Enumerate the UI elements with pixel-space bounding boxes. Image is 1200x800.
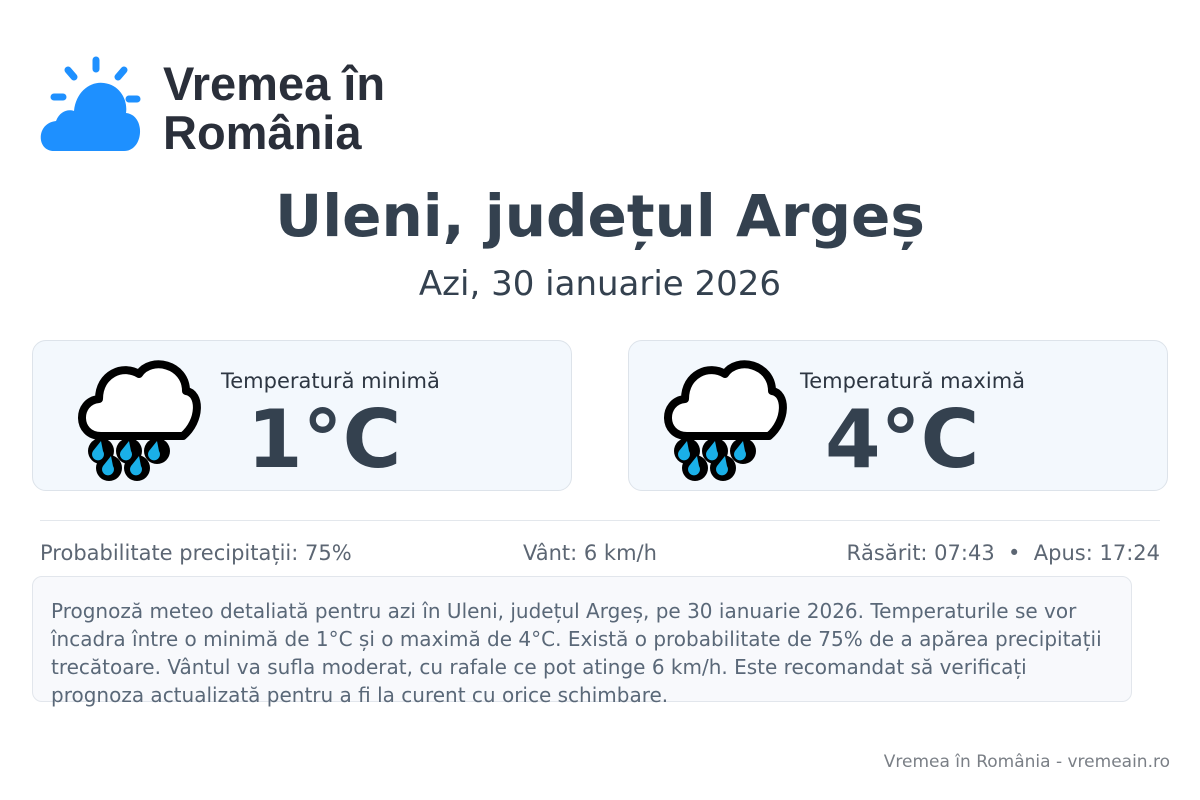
forecast-date: Azi, 30 ianuarie 2026 bbox=[418, 264, 782, 304]
forecast-description: Prognoză meteo detaliată pentru azi în U… bbox=[32, 576, 1132, 707]
rain-cloud-icon bbox=[71, 356, 201, 486]
precipitation-probability: Probabilitate precipitații: 75% bbox=[40, 541, 352, 565]
max-temperature-value: 4°C bbox=[825, 393, 980, 486]
footer-credit[interactable]: Vremea în România - vremeain.ro bbox=[883, 752, 1170, 772]
max-temperature-card: Temperatură maximă 4°C bbox=[628, 340, 1168, 491]
brand-name-line1: Vremea în bbox=[163, 57, 386, 110]
rain-cloud-icon bbox=[657, 356, 787, 486]
min-temperature-value: 1°C bbox=[247, 393, 402, 486]
page-title: Uleni, județul Argeș bbox=[275, 182, 925, 250]
divider bbox=[40, 520, 1160, 521]
min-temperature-card: Temperatură minimă 1°C bbox=[32, 340, 572, 491]
wind-speed: Vânt: 6 km/h bbox=[523, 541, 657, 565]
brand-logo[interactable]: Vremea în România bbox=[36, 55, 385, 157]
sunrise-sunset: Răsărit: 07:43 • Apus: 17:24 bbox=[846, 541, 1160, 565]
min-temperature-label: Temperatură minimă bbox=[221, 369, 440, 393]
sun-cloud-logo-icon bbox=[40, 56, 141, 151]
brand-name: Vremea în România bbox=[163, 59, 385, 157]
brand-name-line2: România bbox=[163, 106, 362, 159]
max-temperature-label: Temperatură maximă bbox=[800, 369, 1026, 393]
